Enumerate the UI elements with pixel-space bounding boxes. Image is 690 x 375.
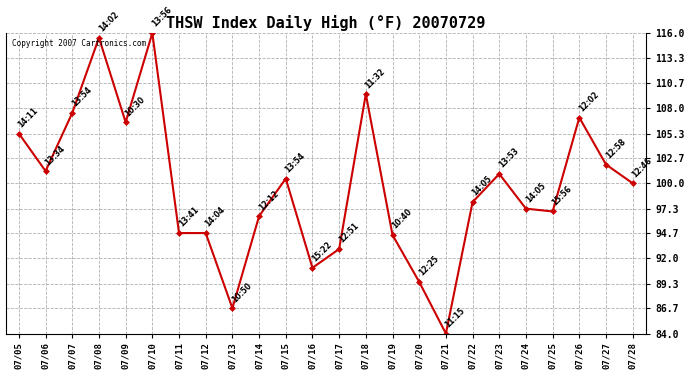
Text: 12:12: 12:12 <box>257 189 280 212</box>
Text: 14:05: 14:05 <box>471 175 494 198</box>
Text: 14:02: 14:02 <box>97 10 120 34</box>
Text: 15:22: 15:22 <box>310 240 333 264</box>
Text: 15:56: 15:56 <box>551 184 573 207</box>
Text: 10:50: 10:50 <box>230 280 253 304</box>
Text: 10:40: 10:40 <box>391 207 414 231</box>
Text: 13:53: 13:53 <box>497 146 520 170</box>
Title: THSW Index Daily High (°F) 20070729: THSW Index Daily High (°F) 20070729 <box>166 15 486 30</box>
Text: 14:11: 14:11 <box>17 106 40 129</box>
Text: Copyright 2007 Cartronics.com: Copyright 2007 Cartronics.com <box>12 39 146 48</box>
Text: 14:05: 14:05 <box>524 181 547 204</box>
Text: 14:04: 14:04 <box>204 206 227 229</box>
Text: 11:32: 11:32 <box>364 66 387 90</box>
Text: 12:02: 12:02 <box>577 90 600 113</box>
Text: 11:15: 11:15 <box>444 306 467 329</box>
Text: 13:54: 13:54 <box>284 151 307 174</box>
Text: 13:34: 13:34 <box>43 144 67 167</box>
Text: 12:25: 12:25 <box>417 254 440 278</box>
Text: 13:54: 13:54 <box>70 86 93 109</box>
Text: 12:51: 12:51 <box>337 222 360 245</box>
Text: 13:56: 13:56 <box>150 6 173 29</box>
Text: 13:41: 13:41 <box>177 206 200 229</box>
Text: 10:30: 10:30 <box>124 94 147 118</box>
Text: 12:58: 12:58 <box>604 137 627 160</box>
Text: 12:46: 12:46 <box>631 156 654 179</box>
